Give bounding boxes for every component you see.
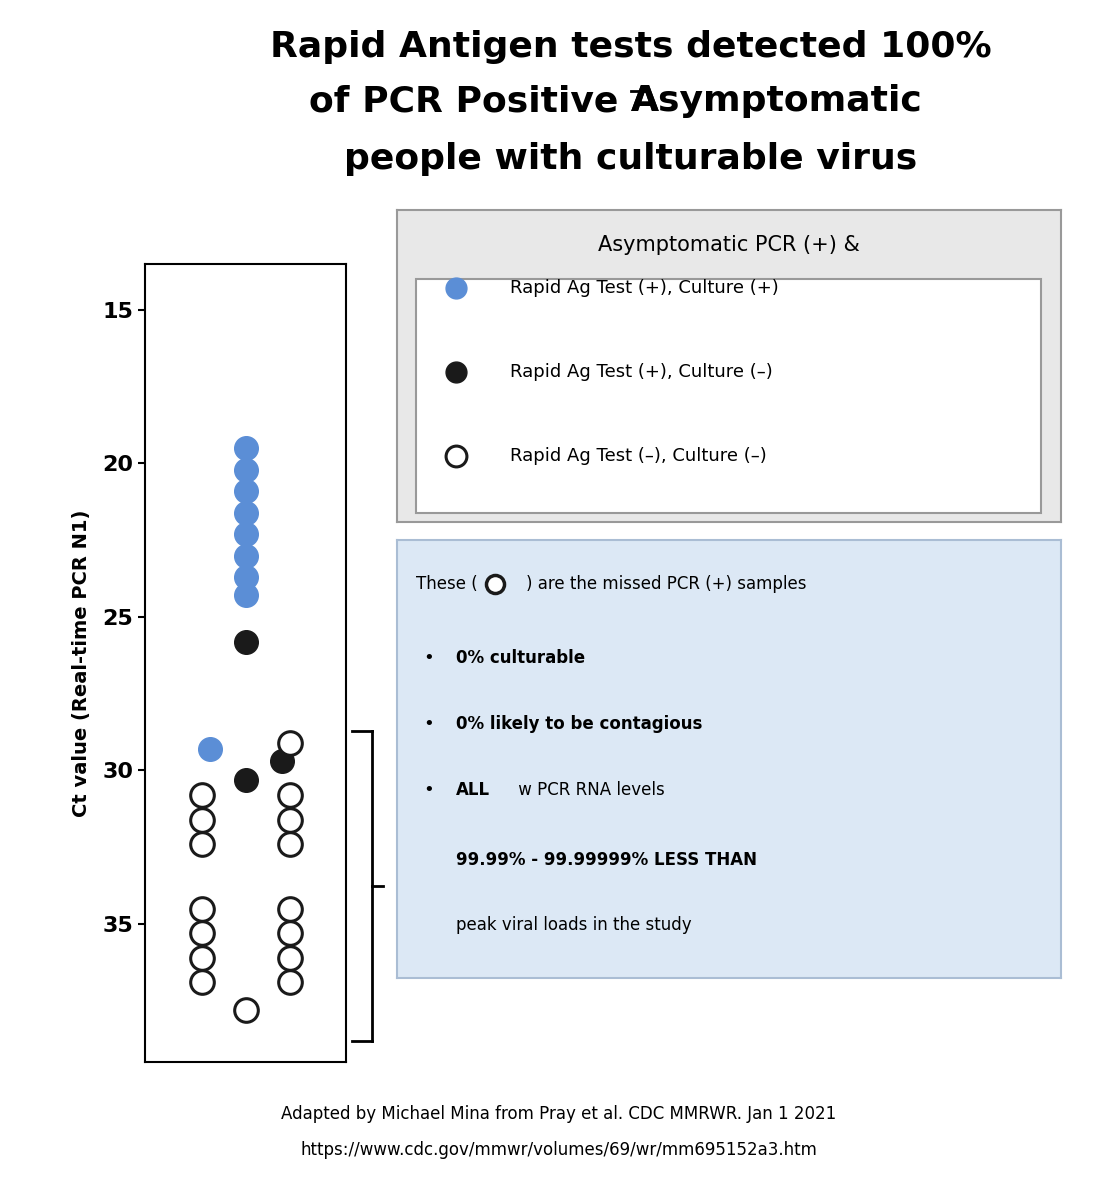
Text: •: • <box>423 781 433 799</box>
Text: A: A <box>631 84 659 118</box>
Text: 99.99% - 99.99999% LESS THAN: 99.99% - 99.99999% LESS THAN <box>457 851 757 869</box>
Text: w PCR RNA levels: w PCR RNA levels <box>513 781 665 799</box>
Text: 0% likely to be contagious: 0% likely to be contagious <box>457 715 703 733</box>
Text: Rapid Ag Test (–), Culture (–): Rapid Ag Test (–), Culture (–) <box>509 448 766 466</box>
Text: ) are the missed PCR (+) samples: ) are the missed PCR (+) samples <box>526 575 806 593</box>
Text: https://www.cdc.gov/mmwr/volumes/69/wr/mm695152a3.htm: https://www.cdc.gov/mmwr/volumes/69/wr/m… <box>300 1140 817 1159</box>
Text: Rapid Ag Test (+), Culture (–): Rapid Ag Test (+), Culture (–) <box>509 364 772 382</box>
Text: Rapid Ag Test (+), Culture (+): Rapid Ag Test (+), Culture (+) <box>509 278 779 296</box>
Text: Asymptomatic PCR (+) &: Asymptomatic PCR (+) & <box>598 235 860 254</box>
Text: 0% culturable: 0% culturable <box>457 649 585 667</box>
Text: •: • <box>423 715 433 733</box>
Text: Rapid Antigen tests detected 100%: Rapid Antigen tests detected 100% <box>270 30 992 64</box>
FancyBboxPatch shape <box>417 278 1041 512</box>
Text: •: • <box>423 649 433 667</box>
Text: Adapted by Michael Mina from Pray et al. CDC MMRWR. Jan 1 2021: Adapted by Michael Mina from Pray et al.… <box>280 1104 837 1123</box>
Text: These (: These ( <box>417 575 478 593</box>
Text: peak viral loads in the study: peak viral loads in the study <box>457 917 691 935</box>
Text: people with culturable virus: people with culturable virus <box>344 142 918 175</box>
Text: Asymptomatic: Asymptomatic <box>631 84 923 118</box>
Y-axis label: Ct value (Real-time PCR N1): Ct value (Real-time PCR N1) <box>73 509 92 817</box>
Text: of PCR Positive: of PCR Positive <box>309 84 631 118</box>
Text: ALL: ALL <box>457 781 490 799</box>
